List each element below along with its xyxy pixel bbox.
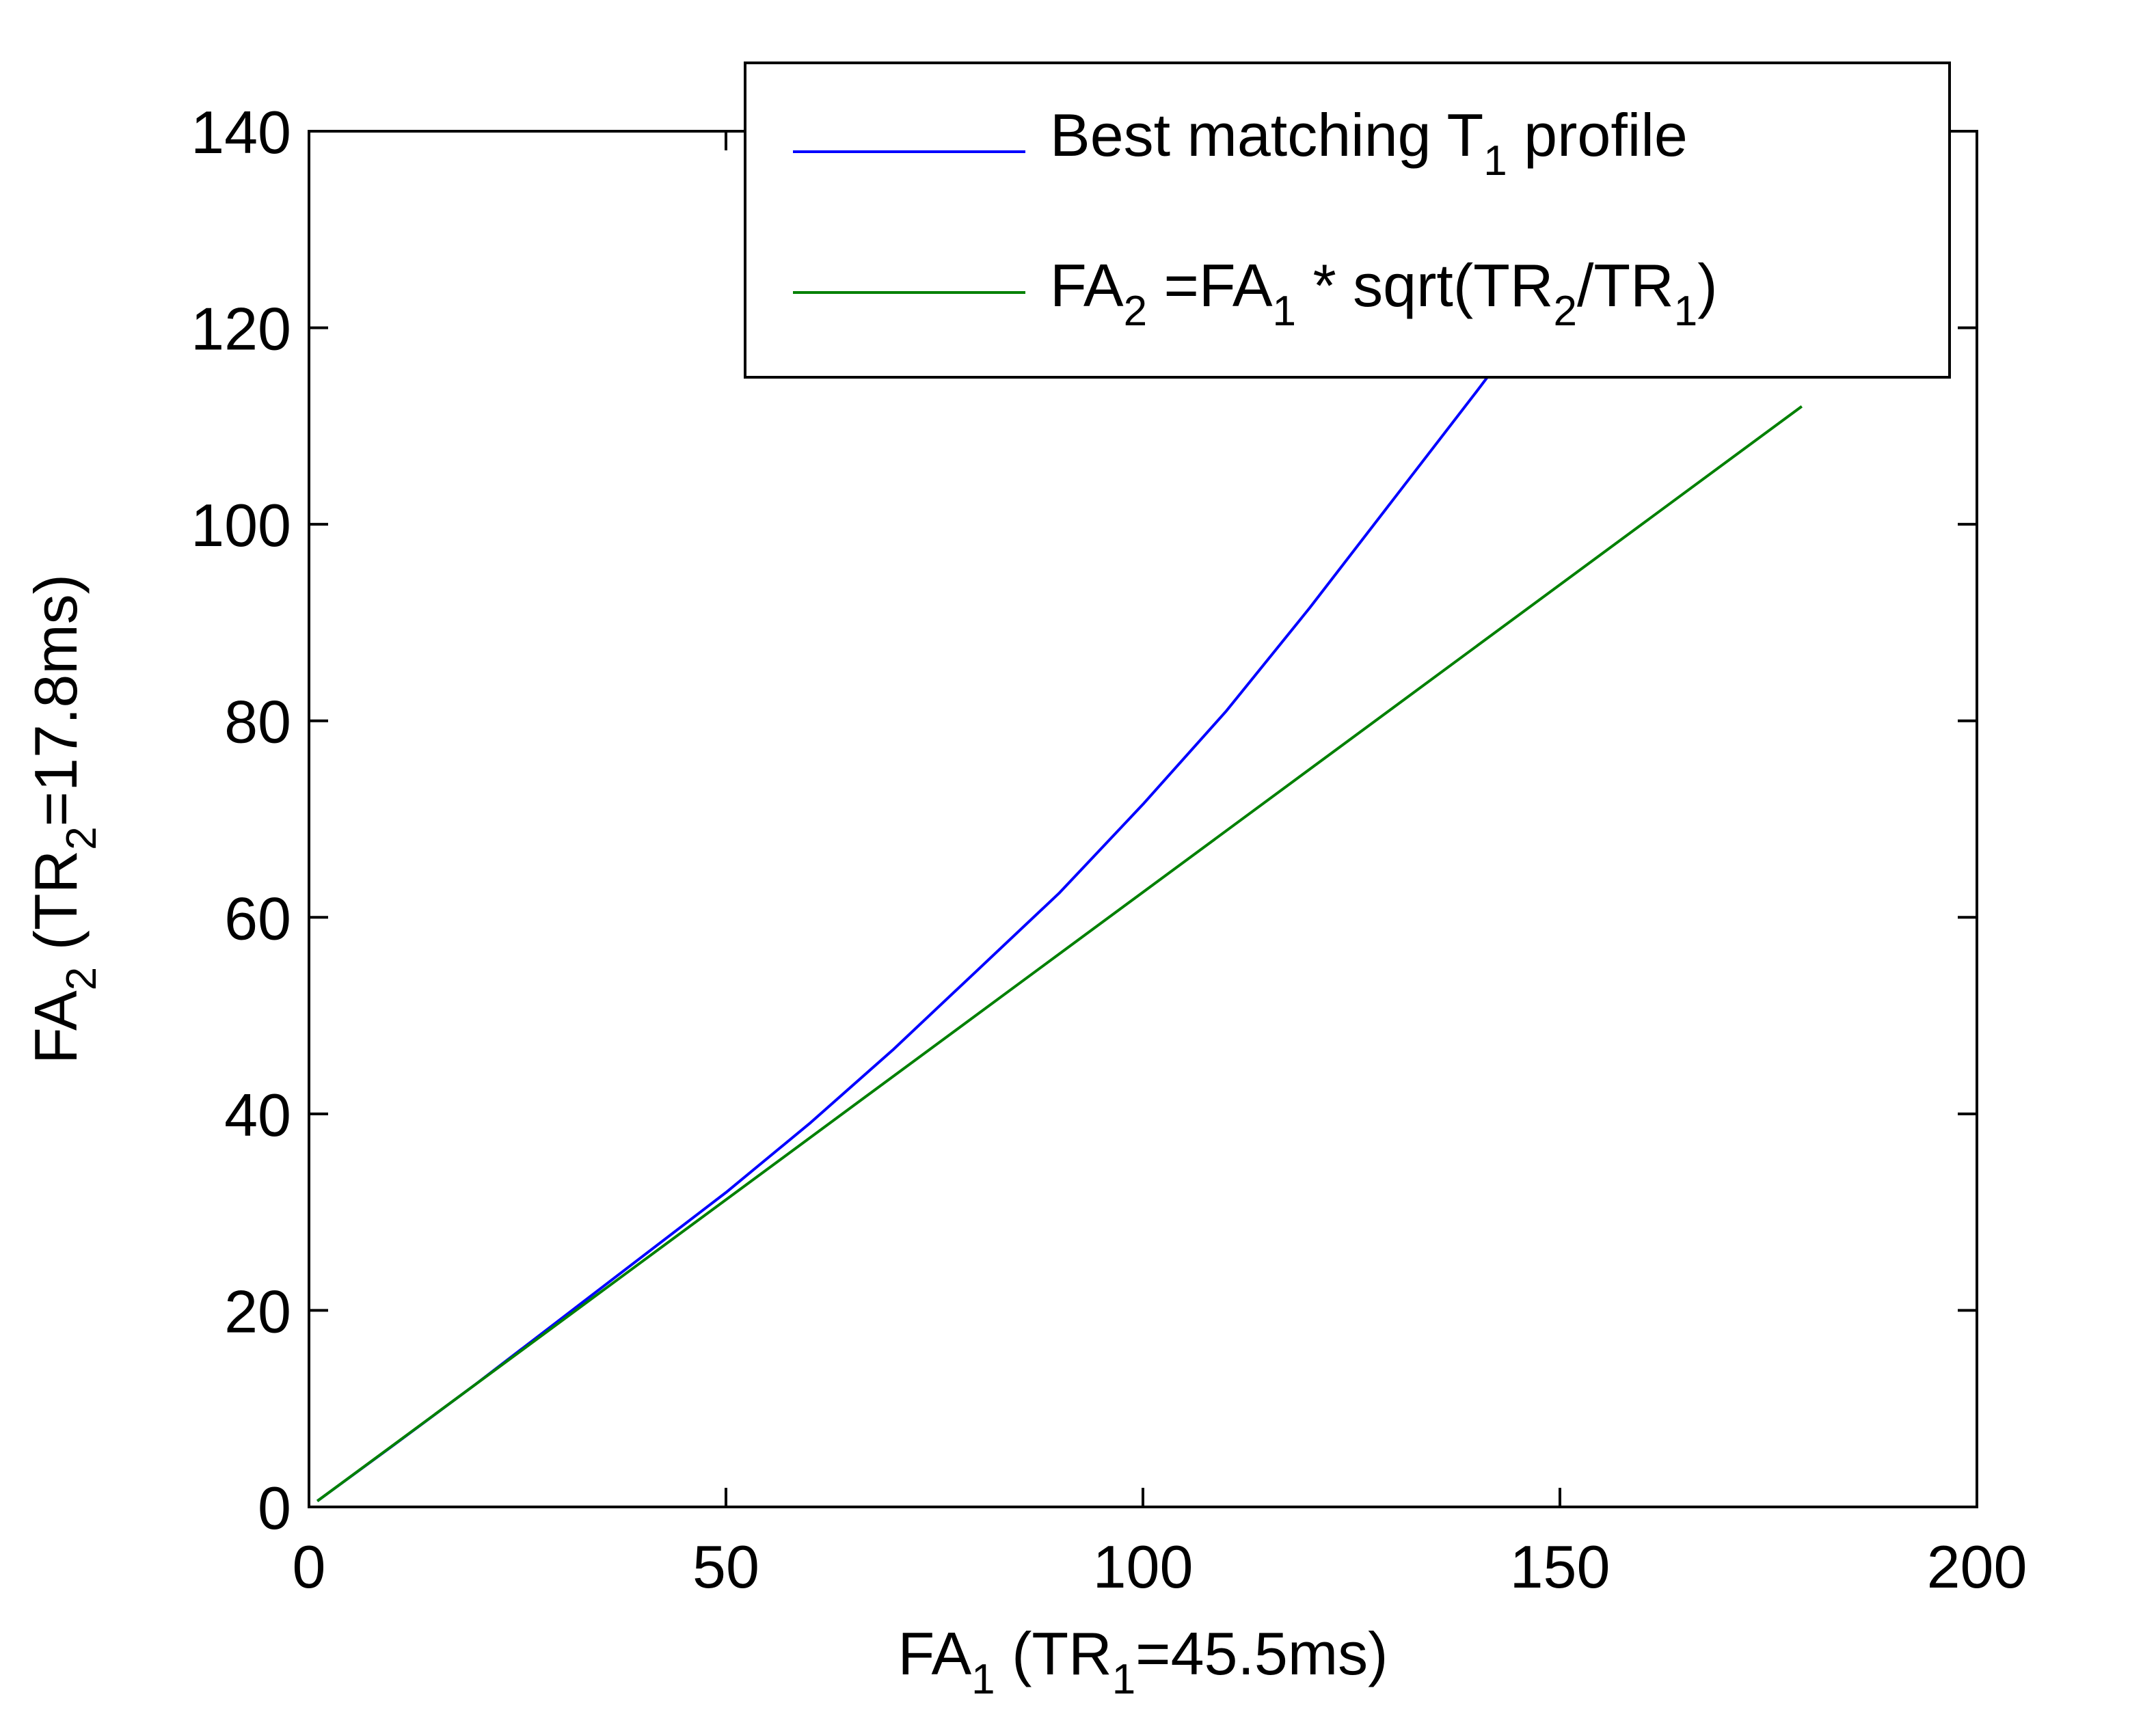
x-axis-label: FA1 (TR1=45.5ms) [898, 1620, 1388, 1703]
y-tick-label: 140 [191, 98, 291, 166]
series-line-sqrt-ratio [316, 405, 1803, 1503]
y-tick-label: 60 [224, 884, 291, 952]
y-tick-label: 80 [224, 688, 291, 756]
x-tick-label: 150 [1510, 1533, 1611, 1601]
x-tick-label: 50 [692, 1533, 759, 1601]
x-tick-label: 0 [293, 1533, 326, 1601]
y-tick-label: 100 [191, 491, 291, 559]
series-layer [316, 302, 1803, 1503]
legend-label-best-matching: Best matching T1 profile [1050, 101, 1688, 185]
y-tick-label: 0 [258, 1474, 291, 1542]
x-tick-label: 200 [1927, 1533, 2027, 1601]
legend: Best matching T1 profile FA2 =FA1 * sqrt… [744, 62, 1951, 379]
x-tick-label: 100 [1093, 1533, 1194, 1601]
legend-box [744, 62, 1951, 379]
y-tick-label: 40 [224, 1081, 291, 1149]
y-tick-label: 20 [224, 1277, 291, 1345]
legend-label-sqrt-ratio: FA2 =FA1 * sqrt(TR2/TR1) [1050, 251, 1718, 335]
y-tick-label: 120 [191, 295, 291, 363]
y-axis-label: FA2 (TR2=17.8ms) [22, 574, 105, 1064]
ticks-layer: 0 50 100 150 200 0 20 40 60 80 100 120 140 [191, 98, 2027, 1601]
